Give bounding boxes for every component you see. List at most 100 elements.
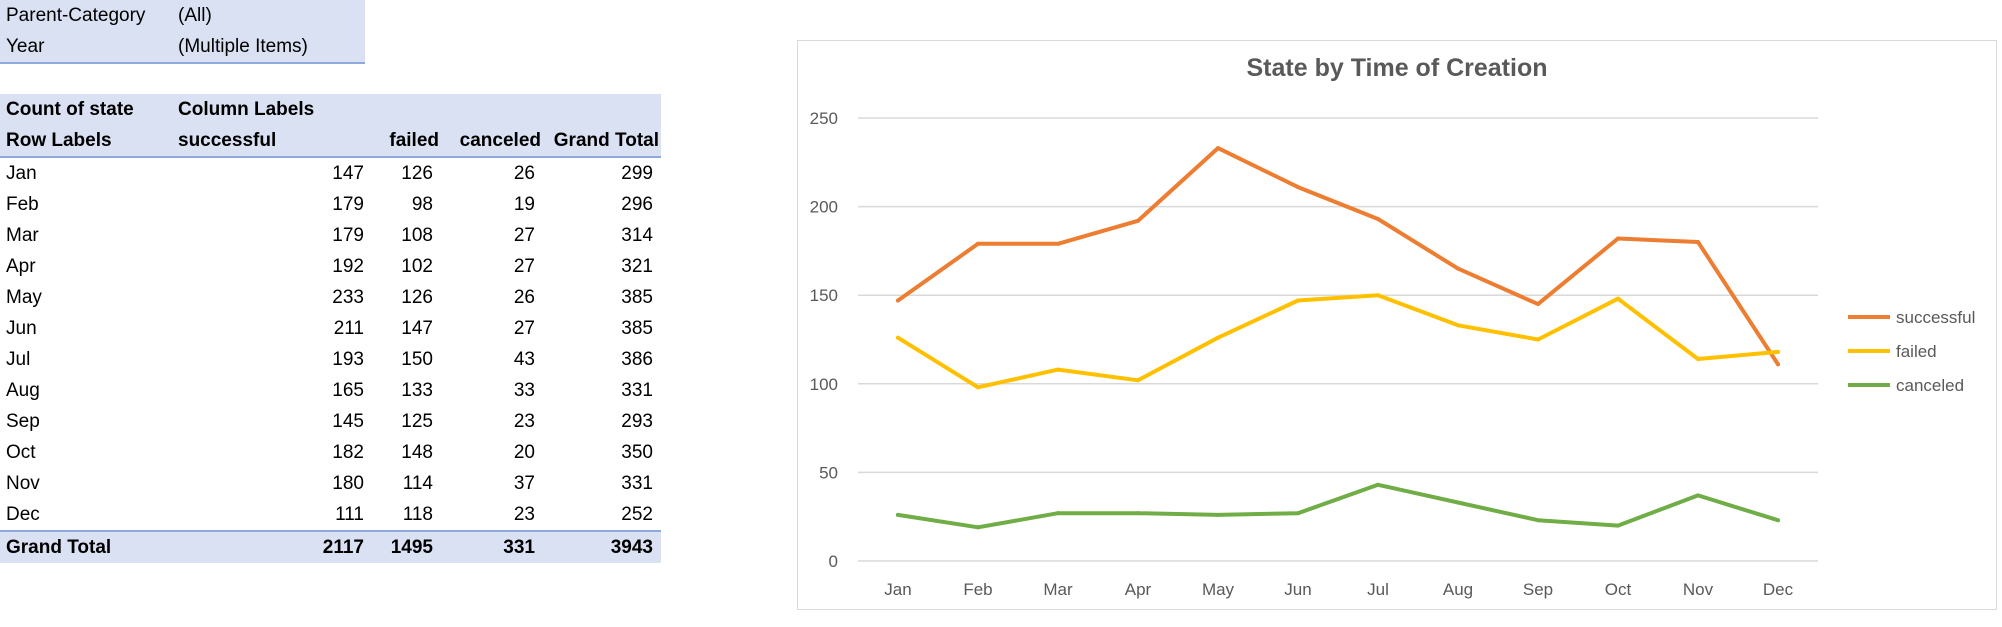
filter-row[interactable]: Year (Multiple Items) (0, 31, 365, 64)
data-point (1056, 511, 1060, 516)
y-tick-label: 0 (829, 552, 838, 571)
table-cell: 125 (401, 410, 433, 432)
pivot-table: Count of state Column Labels Row Labels … (0, 94, 661, 563)
col-header-failed: failed (389, 129, 439, 151)
table-cell: 233 (332, 286, 364, 308)
table-cell: 27 (513, 255, 535, 277)
data-point (1776, 349, 1780, 354)
total-label: Grand Total (6, 536, 112, 558)
table-cell: 179 (332, 193, 364, 215)
table-row: May 233 126 26 385 (0, 282, 661, 313)
row-label: Jul (6, 348, 31, 370)
row-label: Sep (6, 410, 40, 432)
row-labels-dropdown[interactable]: Row Labels (6, 129, 112, 151)
table-cell: 126 (401, 286, 433, 308)
filter-label: Parent-Category (6, 4, 146, 26)
table-cell: 299 (621, 162, 653, 184)
data-point (1616, 236, 1620, 241)
table-cell: 145 (332, 410, 364, 432)
col-header-grand-total: Grand Total (553, 129, 659, 151)
row-label: Apr (6, 255, 36, 277)
table-cell: 150 (401, 348, 433, 370)
data-point (1376, 217, 1380, 222)
table-cell: 43 (513, 348, 535, 370)
col-header-canceled: canceled (459, 129, 541, 151)
x-tick-label: Oct (1605, 580, 1632, 599)
data-point (1216, 335, 1220, 340)
row-label: Aug (6, 379, 40, 401)
table-row: Jun 211 147 27 385 (0, 313, 661, 344)
row-label: Oct (6, 441, 36, 463)
table-row: Aug 165 133 33 331 (0, 375, 661, 406)
pivot-filters: Parent-Category (All) Year (Multiple Ite… (0, 0, 365, 64)
table-cell: 296 (621, 193, 653, 215)
data-point (1216, 512, 1220, 517)
table-cell: 23 (513, 410, 535, 432)
table-cell: 182 (332, 441, 364, 463)
table-cell: 133 (401, 379, 433, 401)
table-row: Sep 145 125 23 293 (0, 406, 661, 437)
column-labels-dropdown[interactable]: Column Labels (178, 98, 315, 120)
x-tick-label: Jul (1367, 580, 1389, 599)
table-cell: 147 (332, 162, 364, 184)
table-cell: 180 (332, 472, 364, 494)
table-cell: 19 (513, 193, 535, 215)
series-line-failed (896, 293, 1780, 390)
data-point (1696, 356, 1700, 361)
table-cell: 331 (621, 472, 653, 494)
table-cell: 118 (402, 503, 433, 525)
row-label: Nov (6, 472, 40, 494)
filter-row[interactable]: Parent-Category (All) (0, 0, 365, 31)
data-point (1536, 337, 1540, 342)
total-cell: 331 (503, 536, 535, 558)
x-tick-label: Feb (963, 580, 992, 599)
table-cell: 126 (401, 162, 433, 184)
x-tick-label: Nov (1683, 580, 1714, 599)
table-cell: 26 (513, 162, 535, 184)
table-cell: 193 (332, 348, 364, 370)
data-point (1696, 240, 1700, 245)
data-point (1456, 500, 1460, 505)
filter-value[interactable]: (Multiple Items) (178, 35, 308, 57)
data-point (1776, 518, 1780, 523)
table-row: Jan 147 126 26 299 (0, 158, 661, 189)
legend-label: successful (1896, 308, 1975, 327)
table-cell: 386 (621, 348, 653, 370)
data-point (976, 241, 980, 246)
data-point (1456, 266, 1460, 271)
y-tick-label: 100 (810, 375, 838, 394)
table-cell: 252 (621, 503, 653, 525)
table-row: Feb 179 98 19 296 (0, 189, 661, 220)
data-point (1696, 493, 1700, 498)
total-cell: 3943 (610, 536, 653, 558)
x-tick-label: May (1202, 580, 1235, 599)
table-row: Mar 179 108 27 314 (0, 220, 661, 251)
data-point (1376, 293, 1380, 298)
y-tick-label: 250 (810, 109, 838, 128)
table-cell: 26 (513, 286, 535, 308)
data-point (1056, 367, 1060, 372)
filter-value[interactable]: (All) (178, 4, 212, 26)
table-cell: 23 (513, 503, 535, 525)
row-label: Mar (6, 224, 39, 246)
legend-label: canceled (1896, 376, 1964, 395)
pivot-column-header-row: Row Labels successful failed canceled Gr… (0, 125, 661, 158)
table-cell: 321 (621, 255, 653, 277)
row-label: Dec (6, 503, 40, 525)
data-point (1136, 511, 1140, 516)
data-point (1136, 378, 1140, 383)
data-point (1056, 241, 1060, 246)
table-row: Oct 182 148 20 350 (0, 437, 661, 468)
data-point (896, 335, 900, 340)
table-row: Dec 111 118 23 252 (0, 499, 661, 530)
data-point (976, 525, 980, 530)
line-chart[interactable]: State by Time of Creation 0 50 100 150 200 25… (797, 40, 1997, 610)
data-point (896, 512, 900, 517)
table-cell: 108 (401, 224, 433, 246)
data-point (1456, 323, 1460, 328)
data-point (1376, 482, 1380, 487)
data-point (1616, 296, 1620, 301)
chart-title: State by Time of Creation (1247, 54, 1548, 82)
table-row: Jul 193 150 43 386 (0, 344, 661, 375)
row-label: Feb (6, 193, 39, 215)
